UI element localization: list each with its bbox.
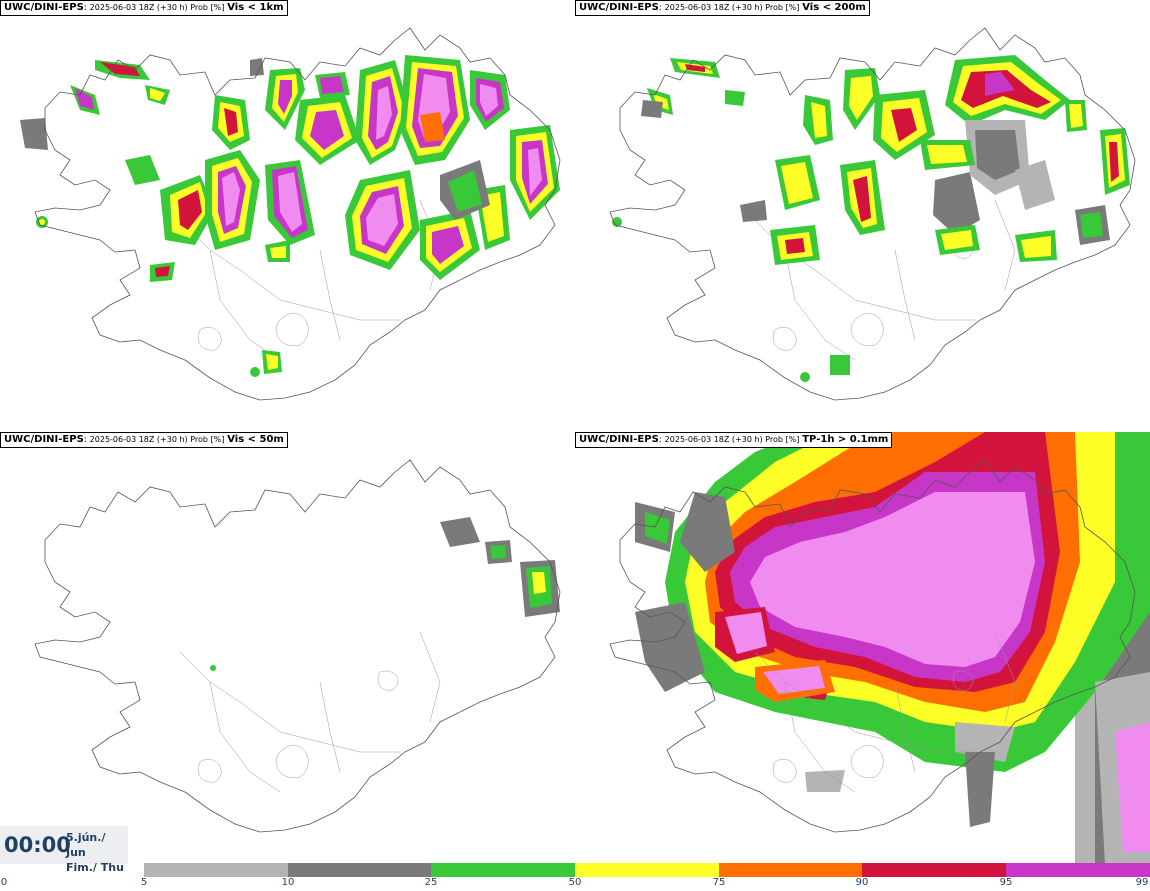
- legend-tick: 99: [1135, 877, 1149, 888]
- legend-bar-50-75: [575, 863, 719, 877]
- legend-bar-10-25: [288, 863, 431, 877]
- probability-legend: 0 5 10 25 50 75 90 95 99: [0, 862, 1150, 891]
- legend-tick: 90: [855, 877, 869, 888]
- map-panel-vis-50m: UWC/DINI-EPS: 2025-06-03 18Z (+30 h) Pro…: [0, 432, 575, 864]
- probability-map: [609, 432, 1150, 864]
- date-line-1: 5.jún./ Jun: [66, 831, 106, 859]
- legend-tick: 0: [0, 877, 8, 888]
- panel-title: UWC/DINI-EPS: 2025-06-03 18Z (+30 h) Pro…: [575, 432, 893, 448]
- legend-bar-95-99: [1006, 863, 1150, 877]
- legend-tick: 75: [712, 877, 726, 888]
- prob-field: [635, 432, 1150, 864]
- map-panel-vis-200m: UWC/DINI-EPS: 2025-06-03 18Z (+30 h) Pro…: [575, 0, 1150, 432]
- legend-bar-5-10: [144, 863, 288, 877]
- legend-tick: 5: [140, 877, 148, 888]
- panel-title: UWC/DINI-EPS: 2025-06-03 18Z (+30 h) Pro…: [0, 0, 288, 16]
- valid-time-box: 00:00 5.jún./ Jun Fim./ Thu: [0, 826, 128, 874]
- valid-time-date: 5.jún./ Jun Fim./ Thu: [66, 830, 128, 875]
- probability-map: [34, 459, 561, 833]
- legend-bar-90-95: [862, 863, 1006, 877]
- prob-field: [20, 55, 560, 377]
- prob-field: [210, 517, 560, 671]
- panel-title: UWC/DINI-EPS: 2025-06-03 18Z (+30 h) Pro…: [0, 432, 288, 448]
- legend-tick: 50: [568, 877, 582, 888]
- legend-bar-25-50: [431, 863, 575, 877]
- legend-tick: 25: [424, 877, 438, 888]
- legend-bar-75-90: [719, 863, 862, 877]
- valid-time-clock: 00:00: [4, 833, 71, 857]
- probability-map: [20, 27, 561, 401]
- date-line-2: Fim./ Thu: [66, 861, 124, 874]
- panel-title: UWC/DINI-EPS: 2025-06-03 18Z (+30 h) Pro…: [575, 0, 870, 16]
- map-panel-tp-1h: UWC/DINI-EPS: 2025-06-03 18Z (+30 h) Pro…: [575, 432, 1150, 864]
- legend-tick: 95: [999, 877, 1013, 888]
- probability-map: [609, 27, 1136, 401]
- legend-tick: 10: [281, 877, 295, 888]
- map-panel-vis-1km: UWC/DINI-EPS: 2025-06-03 18Z (+30 h) Pro…: [0, 0, 575, 432]
- prob-field: [612, 55, 1130, 382]
